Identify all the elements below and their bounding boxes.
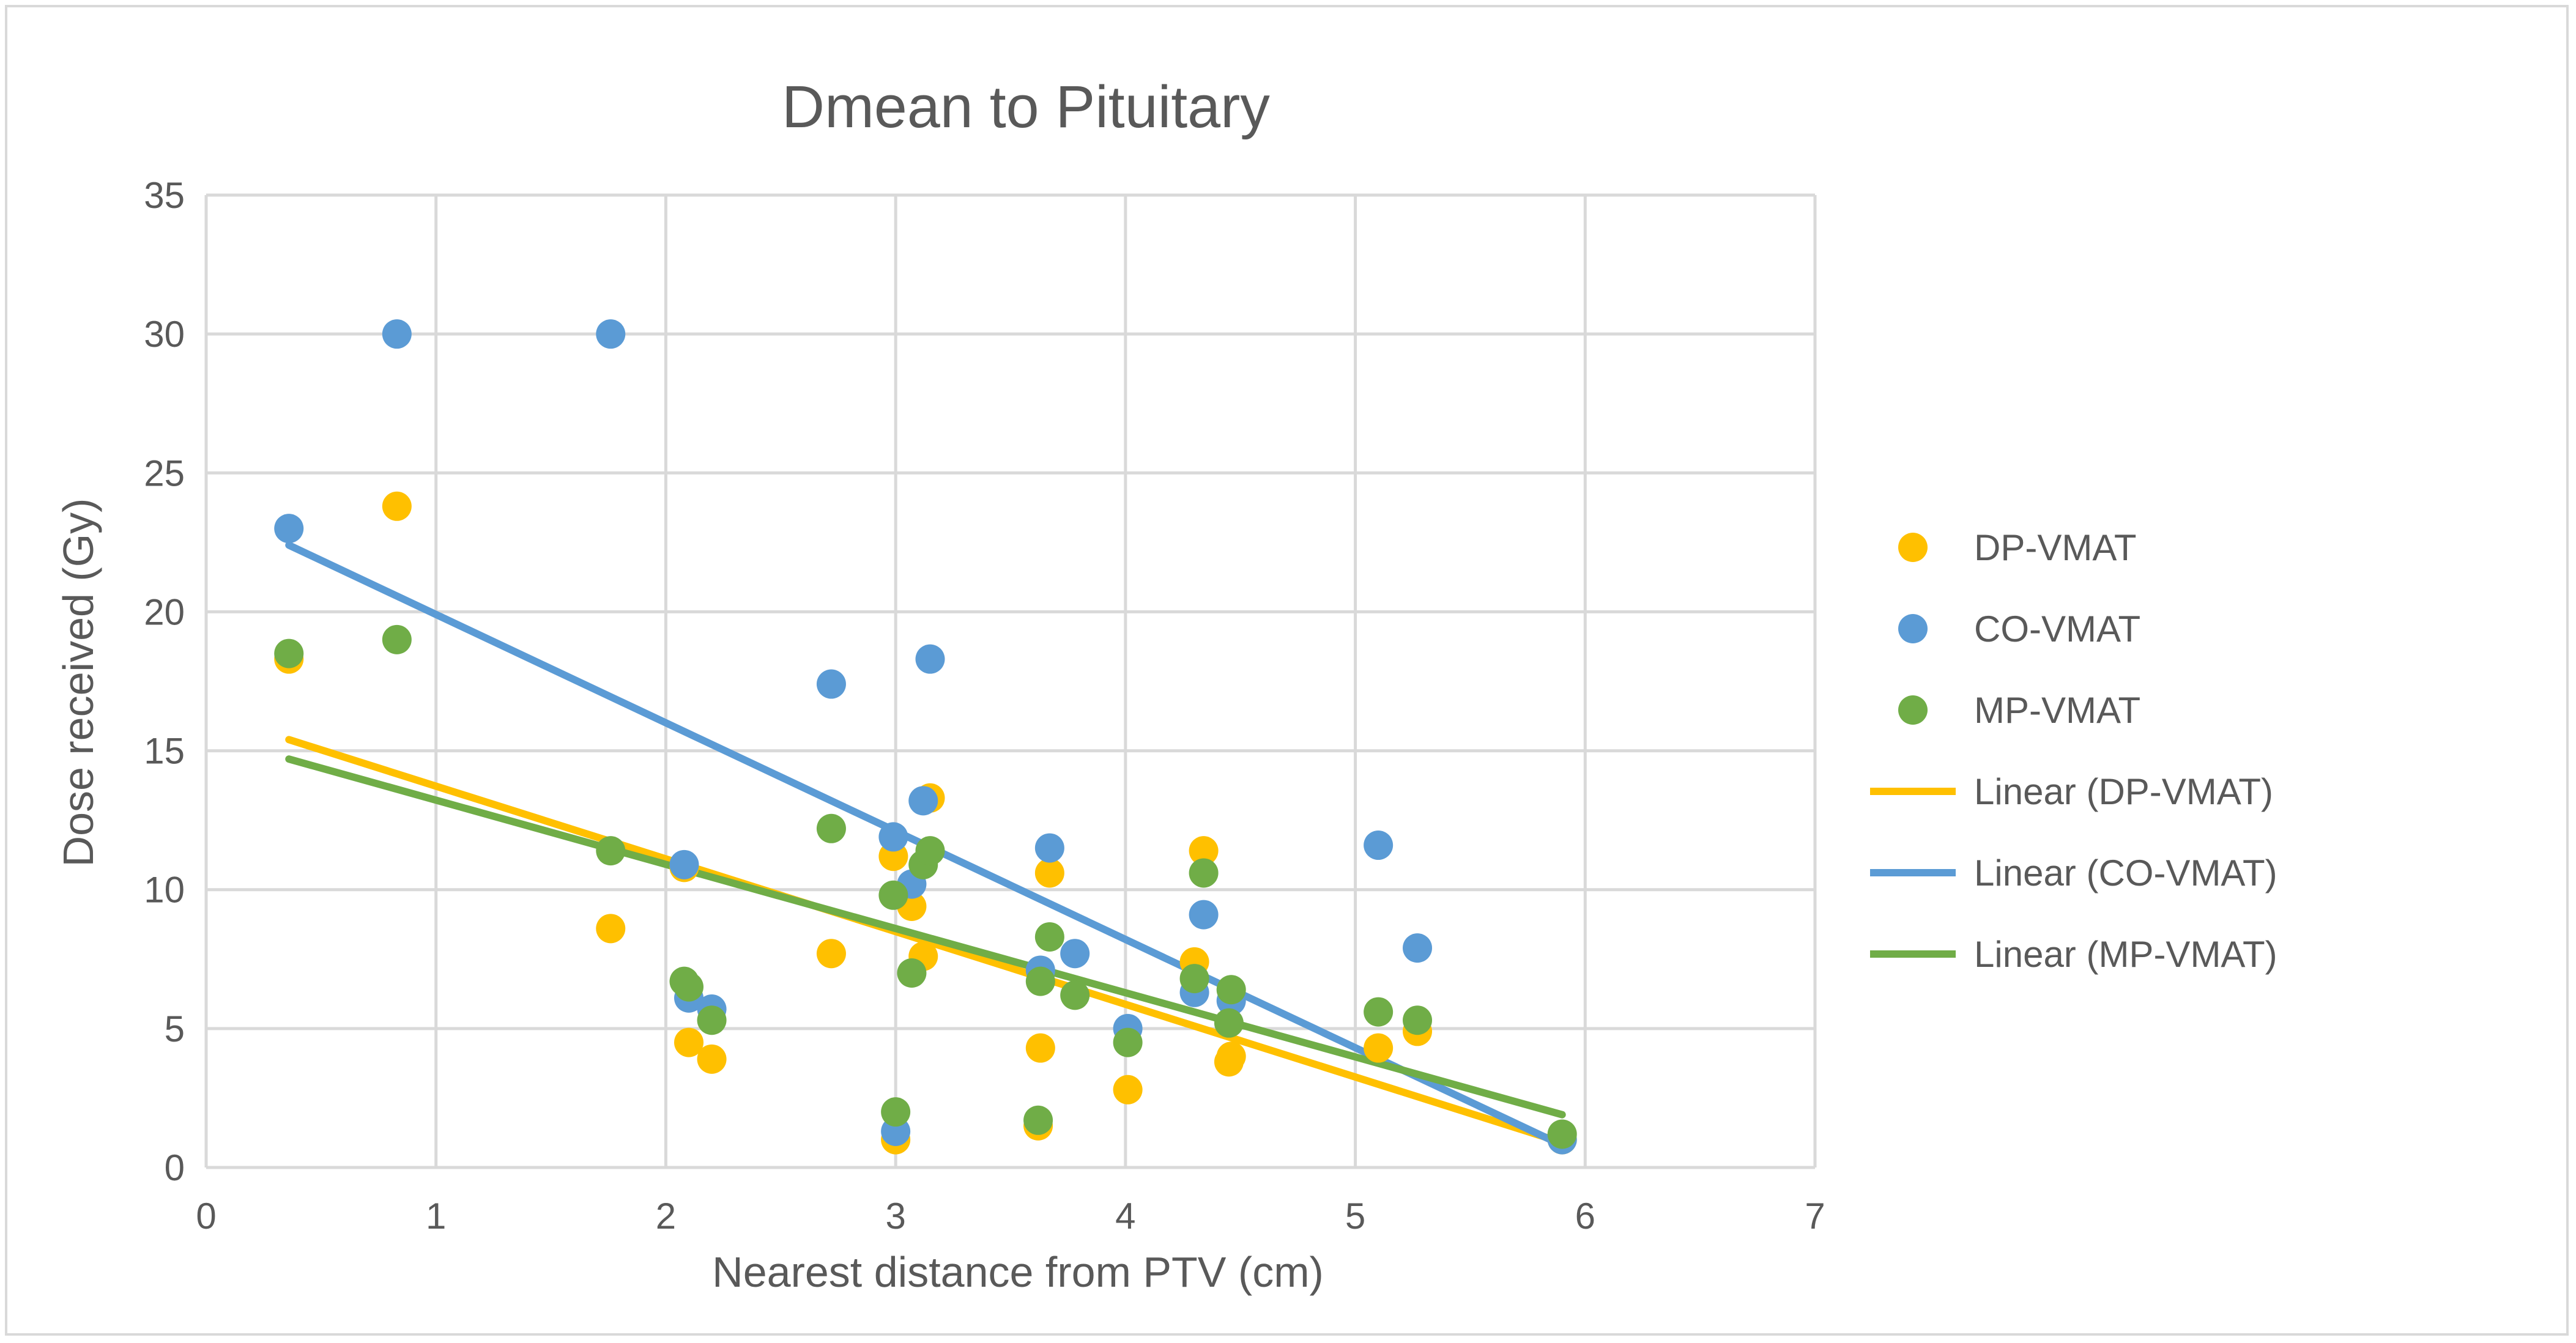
point-mp-vmat bbox=[881, 1097, 911, 1127]
point-mp-vmat bbox=[816, 813, 846, 843]
point-dp-vmat bbox=[1034, 858, 1064, 888]
point-mp-vmat bbox=[1547, 1119, 1577, 1149]
chart-svg: Dmean to Pituitary 0 5 10 15 20 25 30 35 0 1 2 3 4 5 6… bbox=[54, 73, 2277, 1296]
point-co-vmat bbox=[878, 822, 908, 852]
legend-marker-co-vmat bbox=[1898, 614, 1928, 643]
point-layer bbox=[274, 319, 1577, 1155]
point-co-vmat bbox=[908, 786, 938, 816]
point-dp-vmat bbox=[674, 1027, 703, 1057]
legend-label-dp-vmat: DP-VMAT bbox=[1974, 527, 2137, 568]
trendline-linear-mp-vmat bbox=[285, 755, 1566, 1119]
point-dp-vmat bbox=[1025, 1033, 1055, 1063]
point-co-vmat bbox=[816, 669, 846, 699]
point-mp-vmat bbox=[596, 836, 626, 866]
point-dp-vmat bbox=[697, 1044, 727, 1074]
point-dp-vmat bbox=[1189, 836, 1219, 866]
point-mp-vmat bbox=[274, 638, 304, 668]
x-tick-label: 7 bbox=[1805, 1196, 1825, 1237]
point-mp-vmat bbox=[382, 624, 412, 654]
point-co-vmat bbox=[1189, 900, 1219, 930]
legend-label-mp-vmat: MP-VMAT bbox=[1974, 690, 2140, 731]
point-mp-vmat bbox=[1034, 922, 1064, 952]
chart-frame: Dmean to Pituitary 0 5 10 15 20 25 30 35 0 1 2 3 4 5 6… bbox=[5, 5, 2569, 1336]
point-mp-vmat bbox=[1364, 997, 1394, 1027]
legend: DP-VMAT CO-VMAT MP-VMAT Linear (DP-VMAT) Lin… bbox=[1870, 527, 2277, 975]
point-dp-vmat bbox=[1216, 1041, 1246, 1071]
point-co-vmat bbox=[596, 319, 626, 349]
y-tick-label: 0 bbox=[165, 1147, 185, 1188]
x-tick-label: 1 bbox=[426, 1196, 446, 1237]
y-tick-label: 35 bbox=[144, 175, 185, 216]
point-mp-vmat bbox=[1214, 1008, 1244, 1038]
x-tick-label: 6 bbox=[1575, 1196, 1595, 1237]
point-co-vmat bbox=[669, 849, 699, 879]
point-dp-vmat bbox=[596, 914, 626, 944]
point-mp-vmat bbox=[897, 958, 927, 988]
y-tick-label: 10 bbox=[144, 870, 185, 911]
point-mp-vmat bbox=[1023, 1105, 1053, 1135]
x-tick-label: 5 bbox=[1345, 1196, 1365, 1237]
x-axis-label: Nearest distance from PTV (cm) bbox=[712, 1248, 1324, 1296]
point-co-vmat bbox=[382, 319, 412, 349]
point-mp-vmat bbox=[674, 972, 703, 1002]
x-tick-label: 2 bbox=[656, 1196, 676, 1237]
y-tick-label: 15 bbox=[144, 731, 185, 772]
y-tick-label: 25 bbox=[144, 453, 185, 494]
point-mp-vmat bbox=[878, 880, 908, 910]
point-mp-vmat bbox=[1403, 1005, 1433, 1035]
point-co-vmat bbox=[915, 644, 945, 674]
point-mp-vmat bbox=[1189, 858, 1219, 888]
point-co-vmat bbox=[1364, 831, 1394, 860]
point-mp-vmat bbox=[1113, 1027, 1143, 1057]
grid-layer bbox=[204, 193, 1817, 1169]
legend-label-linear-mp-vmat: Linear (MP-VMAT) bbox=[1974, 934, 2277, 975]
tick-layer: 0 5 10 15 20 25 30 35 0 1 2 3 4 5 6 7 bbox=[144, 175, 1825, 1237]
point-dp-vmat bbox=[1113, 1075, 1143, 1104]
trendline-linear-dp-vmat bbox=[285, 736, 1566, 1147]
legend-marker-dp-vmat bbox=[1898, 533, 1928, 562]
point-mp-vmat bbox=[1216, 975, 1246, 1005]
y-tick-label: 20 bbox=[144, 591, 185, 632]
y-axis-label: Dose received (Gy) bbox=[54, 498, 102, 867]
x-tick-label: 3 bbox=[885, 1196, 905, 1237]
y-tick-label: 5 bbox=[165, 1008, 185, 1049]
point-co-vmat bbox=[274, 514, 304, 544]
legend-marker-mp-vmat bbox=[1898, 695, 1928, 725]
point-mp-vmat bbox=[1060, 980, 1090, 1010]
point-co-vmat bbox=[1060, 939, 1090, 969]
y-tick-label: 30 bbox=[144, 314, 185, 355]
point-dp-vmat bbox=[1364, 1033, 1394, 1063]
legend-label-linear-dp-vmat: Linear (DP-VMAT) bbox=[1974, 771, 2273, 812]
point-dp-vmat bbox=[382, 491, 412, 521]
legend-label-linear-co-vmat: Linear (CO-VMAT) bbox=[1974, 853, 2277, 893]
legend-label-co-vmat: CO-VMAT bbox=[1974, 609, 2140, 649]
point-mp-vmat bbox=[915, 836, 945, 866]
point-co-vmat bbox=[1403, 933, 1433, 963]
point-mp-vmat bbox=[1179, 964, 1209, 994]
x-tick-label: 4 bbox=[1115, 1196, 1135, 1237]
chart-title: Dmean to Pituitary bbox=[782, 73, 1270, 140]
point-co-vmat bbox=[1034, 833, 1064, 863]
point-dp-vmat bbox=[816, 939, 846, 969]
point-mp-vmat bbox=[697, 1005, 727, 1035]
point-mp-vmat bbox=[1025, 966, 1055, 996]
x-tick-label: 0 bbox=[196, 1196, 216, 1237]
